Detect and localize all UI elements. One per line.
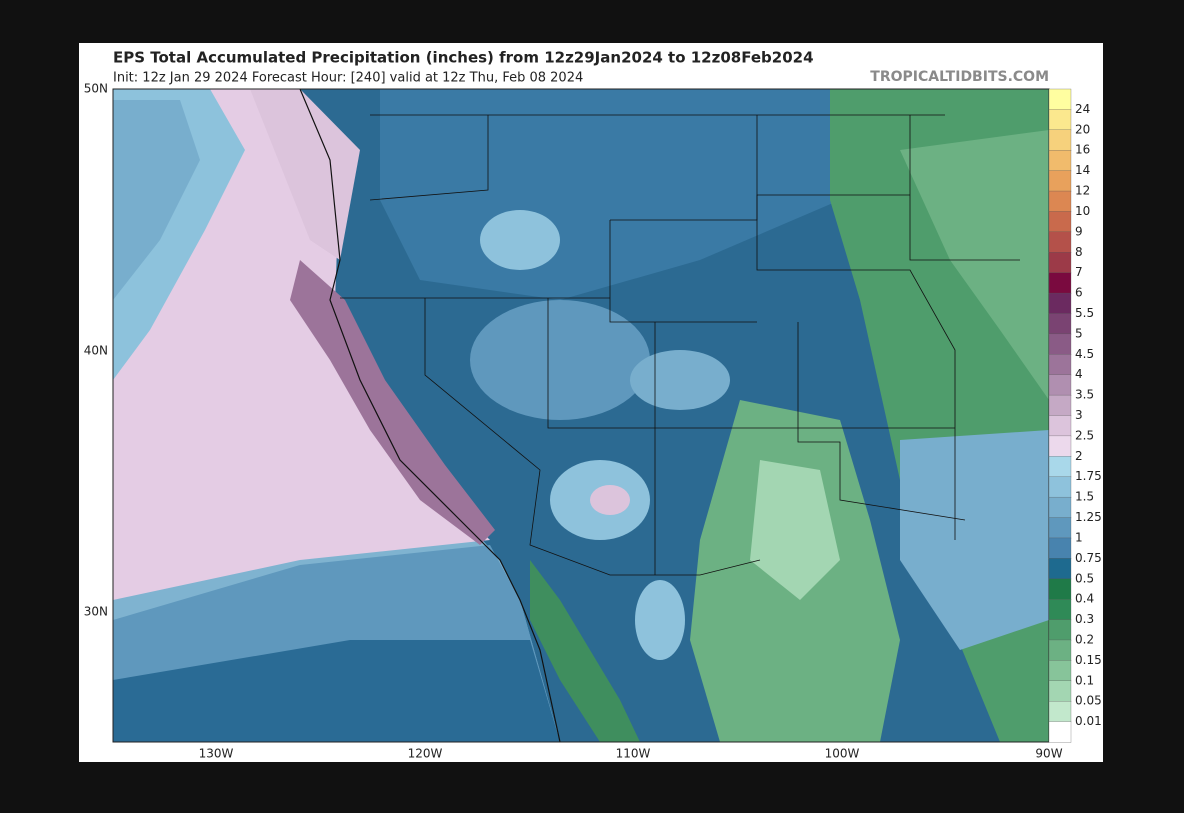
- colorbar-swatch: [1048, 517, 1072, 539]
- colorbar-swatch: [1048, 558, 1072, 580]
- colorbar-label: 0.5: [1075, 571, 1094, 585]
- colorbar-label: 4: [1075, 367, 1083, 381]
- lat-label: 40N: [84, 344, 108, 358]
- axis-labels: 50N 40N 30N 130W 120W 110W 100W 90W: [84, 82, 1063, 761]
- colorbar-label: 16: [1075, 143, 1090, 157]
- brand: TROPICALTIDBITS.COM: [870, 69, 1049, 85]
- lon-label: 100W: [825, 747, 860, 761]
- colorbar-label: 0.1: [1075, 673, 1094, 687]
- colorbar-label: 9: [1075, 224, 1083, 238]
- colorbar-swatch: [1048, 211, 1072, 233]
- colorbar-label: 8: [1075, 245, 1083, 259]
- colorbar-swatch: [1048, 292, 1072, 315]
- title: EPS Total Accumulated Precipitation (inc…: [113, 49, 814, 67]
- colorbar-label: 7: [1075, 265, 1083, 279]
- colorbar-label: 6: [1075, 286, 1083, 300]
- colorbar-label: 0.01: [1075, 714, 1102, 728]
- colorbar-swatch: [1048, 660, 1072, 682]
- colorbar-swatch: [1048, 639, 1072, 662]
- colorbar-swatch: [1048, 272, 1072, 294]
- colorbar-swatch: [1048, 435, 1072, 457]
- colorbar-label: 0.3: [1075, 612, 1094, 626]
- colorbar-label: 5.5: [1075, 306, 1094, 320]
- colorbar-label: 12: [1075, 184, 1090, 198]
- colorbar-label: 1: [1075, 530, 1083, 544]
- colorbar-swatch: [1048, 313, 1072, 335]
- subtitle: Init: 12z Jan 29 2024 Forecast Hour: [24…: [113, 71, 583, 86]
- colorbar-swatch: [1048, 599, 1072, 621]
- colorbar-swatch: [1048, 680, 1072, 702]
- lon-label: 90W: [1035, 747, 1062, 761]
- colorbar-swatch: [1048, 456, 1072, 478]
- colorbar-label: 20: [1075, 122, 1090, 136]
- colorbar-label: 3: [1075, 408, 1083, 422]
- colorbar-swatch: [1048, 333, 1072, 355]
- lat-label: 30N: [84, 605, 108, 619]
- colorbar-label: 1.25: [1075, 510, 1102, 524]
- colorbar-label: 0.2: [1075, 632, 1094, 646]
- colorbar-swatch: [1048, 721, 1072, 743]
- colorbar-label: 2.5: [1075, 428, 1094, 442]
- colorbar-label: 3.5: [1075, 388, 1094, 402]
- colorbar-label: 0.15: [1075, 653, 1102, 667]
- colorbar-swatch: [1048, 129, 1072, 151]
- colorbar-label: 1.5: [1075, 490, 1094, 504]
- colorbar-swatch: [1048, 415, 1072, 437]
- colorbar-swatch: [1048, 701, 1072, 723]
- colorbar-swatch: [1048, 190, 1072, 213]
- lon-label: 120W: [408, 747, 443, 761]
- colorbar-swatch: [1048, 476, 1072, 498]
- lon-label: 130W: [199, 747, 234, 761]
- colorbar-swatch: [1048, 354, 1072, 376]
- precip-map: [113, 89, 1049, 742]
- colorbar-swatch: [1048, 394, 1072, 417]
- colorbar-label: 10: [1075, 204, 1090, 218]
- colorbar-swatch: [1048, 88, 1072, 111]
- colorbar-label: 4.5: [1075, 347, 1094, 361]
- colorbar-swatch: [1048, 170, 1072, 192]
- colorbar-swatch: [1048, 231, 1072, 253]
- colorbar-swatch: [1048, 374, 1072, 396]
- colorbar-label: 0.4: [1075, 592, 1094, 606]
- colorbar-swatch: [1048, 109, 1072, 131]
- colorbar-swatch: [1048, 619, 1072, 641]
- colorbar-label: 5: [1075, 326, 1083, 340]
- colorbar: 24 20 16 14 12 10 9 8 7 6 5.5 5 4.5 4 3.5 3 2.5 2 1.75 1.5 1…: [1048, 88, 1102, 743]
- lon-label: 110W: [616, 747, 651, 761]
- colorbar-label: 1.75: [1075, 469, 1102, 483]
- colorbar-swatch: [1048, 252, 1072, 274]
- colorbar-swatch: [1048, 537, 1072, 559]
- colorbar-label: 0.05: [1075, 694, 1102, 708]
- lat-label: 50N: [84, 82, 108, 96]
- colorbar-label: 24: [1075, 102, 1090, 116]
- colorbar-label: 2: [1075, 449, 1083, 463]
- colorbar-swatch: [1048, 150, 1072, 172]
- colorbar-label: 14: [1075, 163, 1090, 177]
- colorbar-label: 0.75: [1075, 551, 1102, 565]
- colorbar-swatch: [1048, 578, 1072, 600]
- colorbar-swatch: [1048, 496, 1072, 519]
